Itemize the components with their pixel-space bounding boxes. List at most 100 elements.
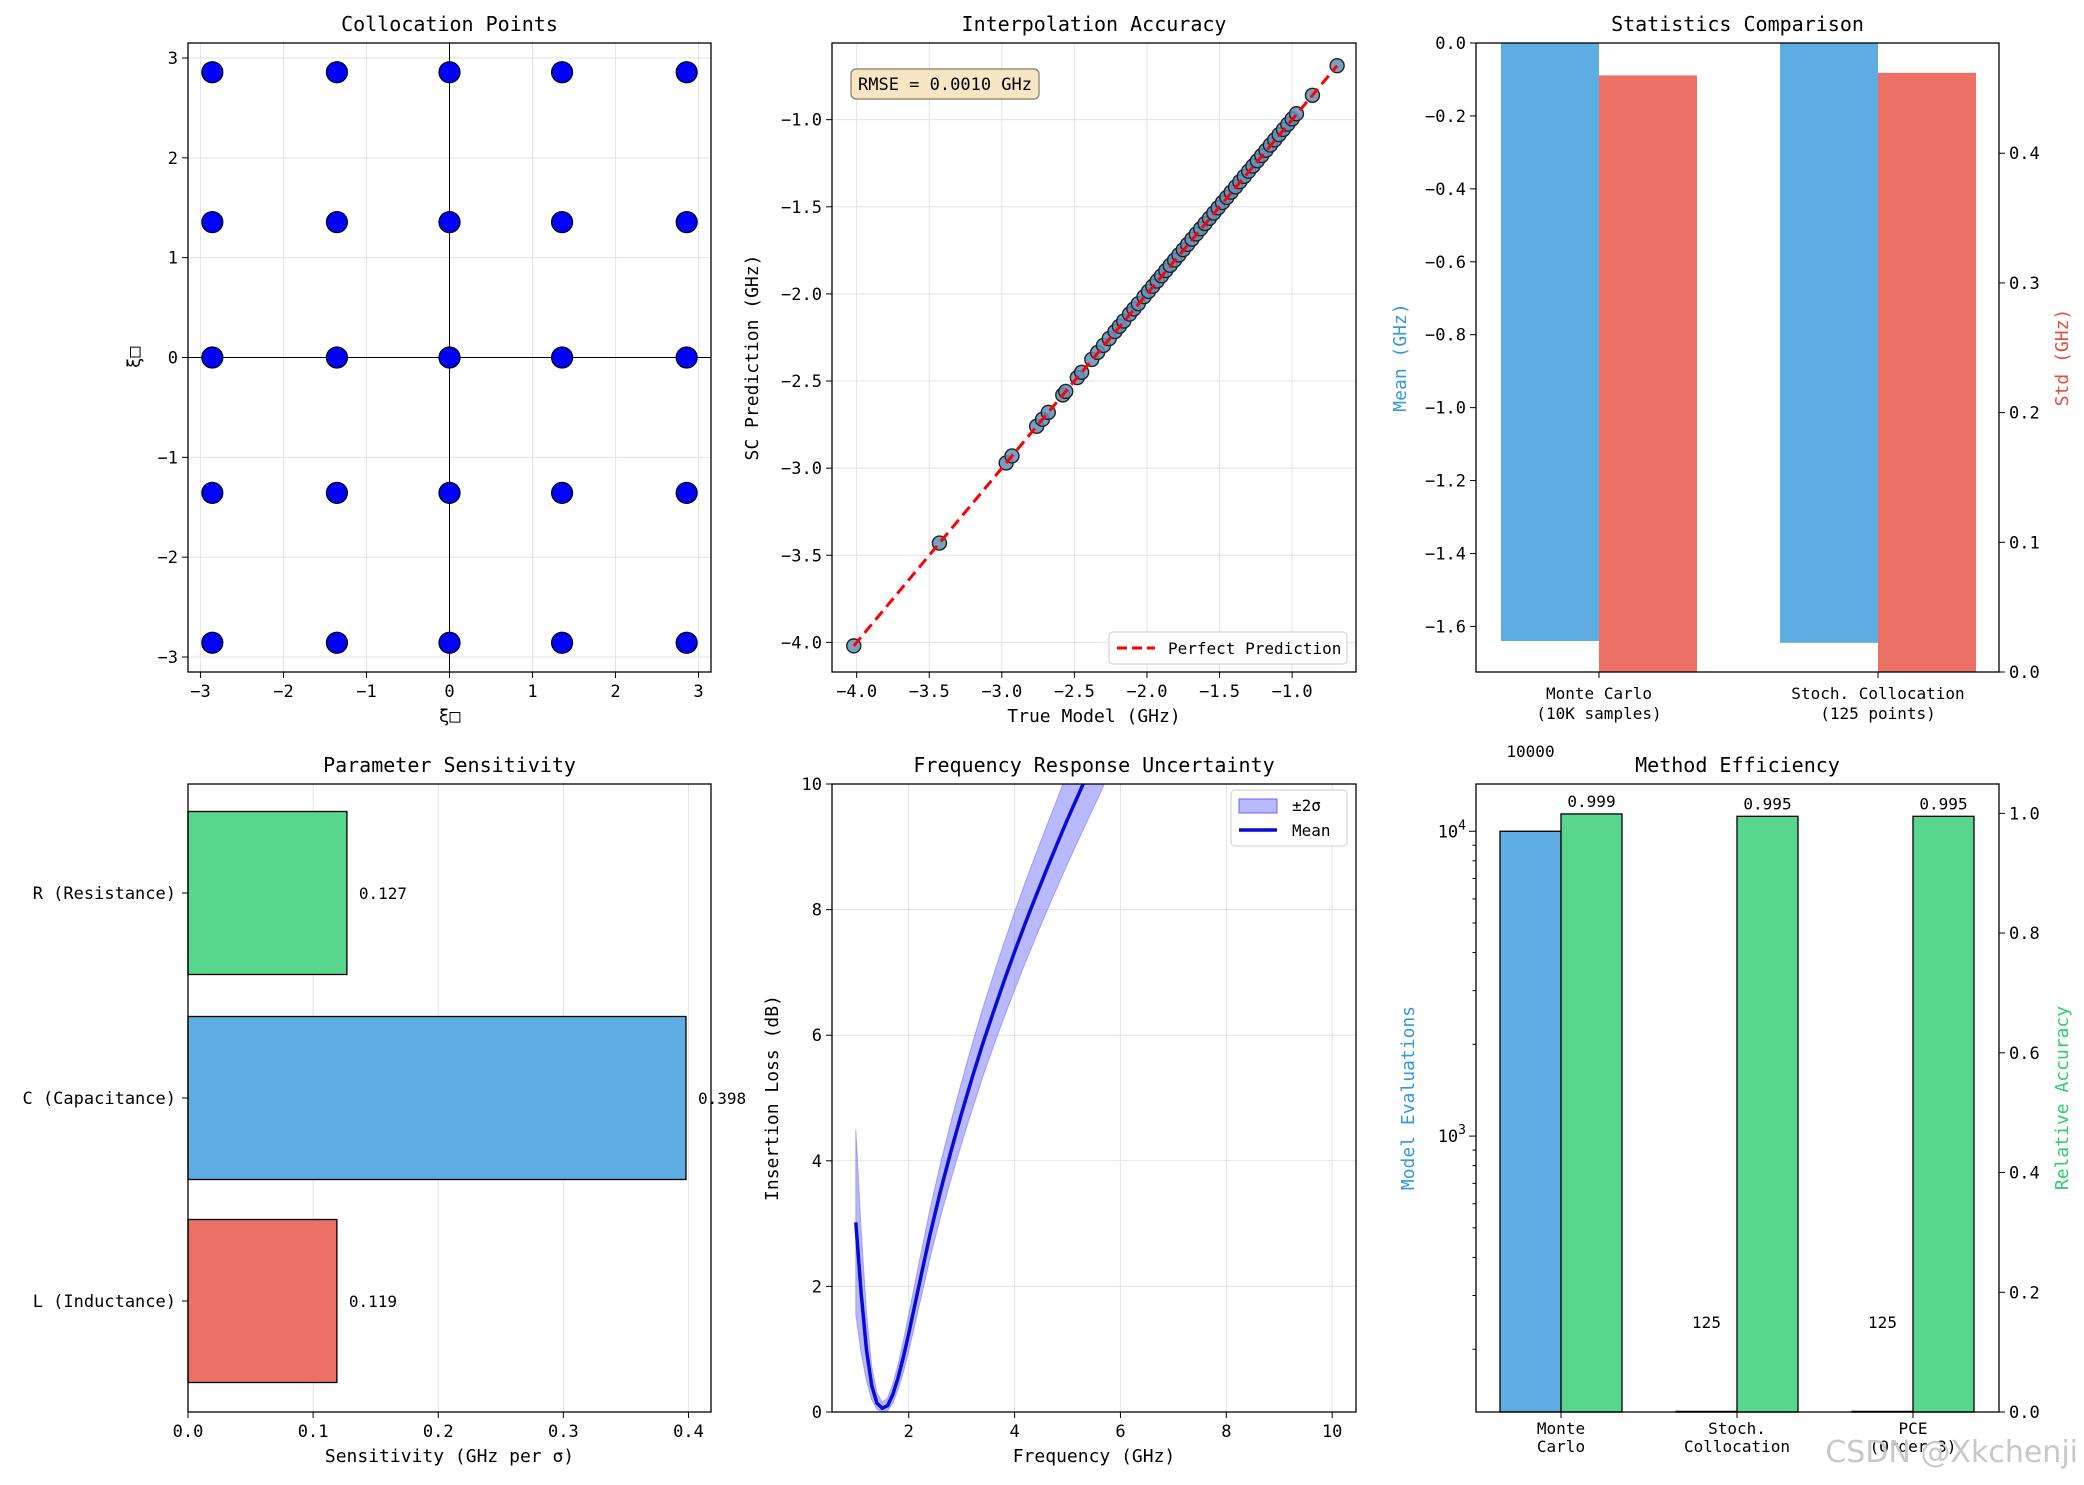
collocation-point bbox=[550, 481, 574, 504]
y-tick-label: 103 bbox=[1438, 1123, 1466, 1147]
axes-frame bbox=[831, 783, 1357, 1413]
legend-label: ±2σ bbox=[1292, 796, 1321, 815]
y-tick-label: −0.4 bbox=[1425, 180, 1466, 200]
legend-box bbox=[1108, 631, 1348, 665]
mean-bar bbox=[1780, 43, 1878, 643]
legend-box bbox=[1230, 789, 1348, 847]
y-tick-label: 0.0 bbox=[2009, 1403, 2040, 1423]
collocation-point bbox=[675, 631, 698, 654]
bar-value-label: 0.127 bbox=[359, 884, 407, 903]
y-tick-label: 0.4 bbox=[2009, 1164, 2040, 1184]
y-axis-label: SC Prediction (GHz) bbox=[742, 255, 763, 461]
y-axis-label: ξ□ bbox=[124, 347, 145, 369]
category-label: R (Resistance) bbox=[33, 884, 176, 904]
y-tick-label: −2.5 bbox=[781, 372, 822, 392]
x-tick-label: 2 bbox=[610, 682, 620, 702]
legend-label: Perfect Prediction bbox=[1168, 639, 1341, 658]
y-tick-label: 0.2 bbox=[2009, 404, 2040, 424]
legend-label: Mean bbox=[1292, 821, 1331, 840]
x-tick-label: 0.4 bbox=[673, 1422, 704, 1442]
y-tick-label: 2 bbox=[168, 149, 178, 169]
evaluations-value-label: 125 bbox=[1692, 1313, 1721, 1332]
category-label: C (Capacitance) bbox=[22, 1089, 176, 1109]
x-tick-label: −1.0 bbox=[1272, 682, 1313, 702]
x-tick-label: 10 bbox=[1322, 1422, 1342, 1442]
panel-parameter-sensitivity: 0.119 L (Inductance) 0.398 C (Capacitance) 0… bbox=[22, 753, 746, 1467]
y-tick-label: −0.6 bbox=[1425, 253, 1466, 273]
collocation-point bbox=[201, 481, 224, 504]
chart-title: Frequency Response Uncertainty bbox=[913, 753, 1274, 777]
perfect-prediction-line bbox=[852, 64, 1339, 647]
x-tick-label: 1 bbox=[527, 682, 537, 702]
accuracy-value-label: 0.995 bbox=[1919, 794, 1967, 813]
category-label: Monte Carlo bbox=[1537, 1419, 1585, 1456]
accuracy-bar bbox=[1736, 815, 1799, 1413]
y-tick-label: 0.0 bbox=[2009, 663, 2040, 683]
x-tick-label: 0.0 bbox=[173, 1422, 204, 1442]
y-tick-label: −0.8 bbox=[1425, 326, 1466, 346]
collocation-point bbox=[675, 346, 698, 369]
x-tick-label: −3.5 bbox=[909, 682, 950, 702]
collocation-point bbox=[550, 211, 574, 234]
y-tick-label: −1.0 bbox=[1425, 399, 1466, 419]
y-tick-label: 2 bbox=[812, 1277, 822, 1297]
std-bar bbox=[1878, 72, 1976, 673]
annotation-box bbox=[850, 68, 1040, 100]
x-axis-label: Sensitivity (GHz per σ) bbox=[325, 1446, 574, 1467]
x-axis-label: True Model (GHz) bbox=[1007, 706, 1180, 727]
collocation-point bbox=[201, 346, 224, 369]
bar-value-label: 0.398 bbox=[698, 1089, 746, 1108]
x-tick-label: 0.3 bbox=[548, 1422, 579, 1442]
y-tick-label: 104 bbox=[1438, 818, 1466, 842]
panel-method-efficiency: 10000 0.999 Monte Carlo 125 0.995 Stoch. Colloc… bbox=[1398, 742, 2073, 1456]
y-tick-label: 0.2 bbox=[2009, 1283, 2040, 1303]
y-tick-label: −1.5 bbox=[781, 198, 822, 218]
evaluations-value-label: 10000 bbox=[1506, 742, 1554, 761]
collocation-point bbox=[201, 211, 224, 234]
sensitivity-bar bbox=[187, 1218, 338, 1384]
y-axis-label-right: Relative Accuracy bbox=[2052, 1006, 2073, 1190]
accuracy-value-label: 0.995 bbox=[1743, 794, 1791, 813]
collocation-point bbox=[325, 61, 349, 84]
sensitivity-bar bbox=[187, 1015, 687, 1181]
chart-title: Collocation Points bbox=[341, 12, 558, 36]
y-tick-label: 0 bbox=[168, 349, 178, 369]
y-tick-label: −1.4 bbox=[1425, 544, 1466, 564]
y-tick-label: −4.0 bbox=[781, 633, 822, 653]
y-tick-label: −0.2 bbox=[1425, 107, 1466, 127]
bar-value-label: 0.119 bbox=[349, 1292, 397, 1311]
axes-frame bbox=[187, 783, 712, 1413]
x-tick-label: −2.5 bbox=[1054, 682, 1095, 702]
collocation-point bbox=[325, 346, 349, 369]
collocation-point bbox=[325, 211, 349, 234]
rmse-annotation: RMSE = 0.0010 GHz bbox=[850, 68, 1040, 100]
legend: Perfect Prediction bbox=[1108, 631, 1348, 665]
y-tick-label: 0.0 bbox=[1435, 34, 1466, 54]
collocation-point bbox=[550, 61, 574, 84]
legend: ±2σ Mean bbox=[1230, 789, 1348, 847]
collocation-point bbox=[201, 631, 224, 654]
x-tick-label: −1.5 bbox=[1199, 682, 1240, 702]
collocation-point bbox=[201, 61, 224, 84]
evaluations-value-label: 125 bbox=[1868, 1313, 1897, 1332]
collocation-point bbox=[438, 631, 461, 654]
y-tick-label: 0.3 bbox=[2009, 274, 2040, 294]
y-axis-label-left: Mean (GHz) bbox=[1390, 303, 1411, 411]
y-tick-label: 0.6 bbox=[2009, 1044, 2040, 1064]
y-tick-label: −3.5 bbox=[781, 546, 822, 566]
y-axis-label-left: Model Evaluations bbox=[1398, 1006, 1419, 1190]
mean-line bbox=[854, 784, 1086, 1411]
category-label: L (Inductance) bbox=[33, 1292, 176, 1312]
uncertainty-band bbox=[855, 784, 1105, 1412]
y-tick-label: 1.0 bbox=[2009, 804, 2040, 824]
legend-patch bbox=[1238, 798, 1278, 814]
x-tick-label: 0 bbox=[444, 682, 454, 702]
y-tick-label: 0.4 bbox=[2009, 144, 2040, 164]
collocation-point bbox=[438, 346, 461, 369]
x-tick-label: 2 bbox=[904, 1422, 914, 1442]
chart-title: Method Efficiency bbox=[1635, 753, 1840, 777]
panel-frequency-response: 2 4 6 8 10 0 2 4 6 8 10 Frequency Response Uncertai… bbox=[762, 753, 1357, 1467]
x-tick-label: 8 bbox=[1221, 1422, 1231, 1442]
collocation-point bbox=[675, 211, 698, 234]
y-tick-label: −2 bbox=[158, 548, 178, 568]
